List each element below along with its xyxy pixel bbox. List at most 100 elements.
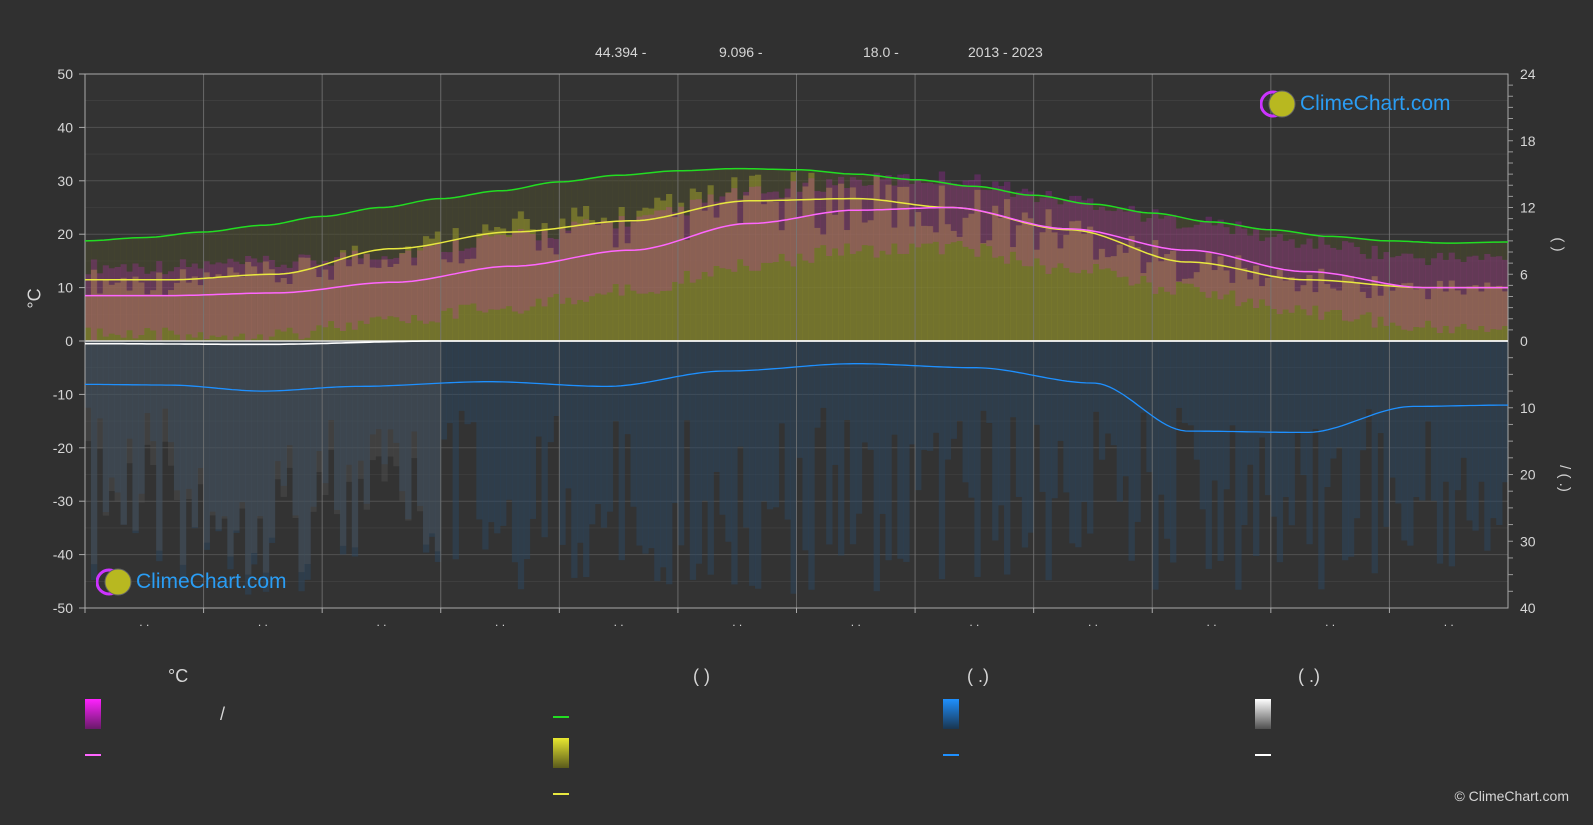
temperature-range-bar [677, 206, 685, 284]
temperature-range-bar [280, 264, 287, 332]
right-tick-label-precip: 20 [1520, 467, 1536, 483]
temperature-range-bar [138, 266, 145, 336]
precipitation-bar [221, 341, 228, 517]
snow-bar [156, 341, 163, 551]
precipitation-bar [1424, 341, 1432, 422]
temperature-range-bar [1330, 247, 1337, 311]
sunshine-bar [932, 232, 940, 341]
precipitation-bar [849, 341, 857, 545]
brand-logo-top[interactable]: ClimeChart.com [1259, 87, 1451, 121]
temperature-range-bar [1175, 228, 1183, 282]
temperature-range-bar [861, 185, 869, 246]
temperature-range-bar [1033, 202, 1040, 259]
sunshine-bar [1181, 278, 1189, 341]
precipitation-bar [126, 341, 133, 439]
sunshine-bar [262, 261, 270, 341]
temperature-range-bar [440, 251, 448, 311]
snow-bar [215, 341, 222, 530]
temperature-range-bar [1247, 235, 1254, 299]
snow-bar [251, 341, 258, 554]
temperature-range-bar [405, 250, 412, 324]
precipitation-bar [713, 341, 720, 472]
temperature-range-bar [251, 258, 258, 339]
precipitation-bar [600, 341, 608, 528]
precipitation-bar [559, 341, 566, 545]
temperature-range-bar [1205, 216, 1212, 298]
temperature-range-bar [286, 267, 293, 328]
sunshine-bar [90, 269, 98, 341]
sunshine-bar [1223, 270, 1230, 341]
sunshine-bar [838, 183, 845, 341]
temperature-range-bar [921, 183, 928, 244]
temperature-range-bar [304, 254, 311, 338]
sunshine-bar [399, 252, 406, 341]
sunshine-bar [1199, 263, 1207, 341]
legend-precip-line [943, 754, 959, 756]
precipitation-bar [1401, 341, 1408, 541]
sunshine-bar [660, 200, 667, 341]
sunshine-bar [778, 230, 786, 341]
temperature-range-bar [962, 180, 969, 247]
month-tick-label: . . [732, 615, 742, 629]
temperature-range-bar [1312, 248, 1319, 306]
sunshine-bar [1294, 291, 1301, 341]
precipitation-bar [411, 341, 418, 432]
precipitation-bar [1021, 341, 1029, 548]
temperature-range-bar [1146, 218, 1153, 283]
sunshine-bar [1377, 295, 1384, 341]
temperature-range-bar [1264, 237, 1272, 306]
sunshine-bar [855, 197, 863, 341]
temperature-range-bar [968, 180, 975, 249]
temperature-range-bar [268, 259, 276, 337]
temperature-range-bar [1057, 204, 1064, 264]
precipitation-bar [683, 341, 691, 421]
precipitation-bar [547, 341, 554, 443]
precipitation-bar [428, 341, 436, 537]
temperature-range-bar [1128, 205, 1135, 286]
precipitation-bar [434, 341, 442, 562]
right-tick-label-hours: 0 [1520, 333, 1528, 349]
month-tick-label: . . [614, 615, 624, 629]
precipitation-bar [523, 341, 531, 560]
sunshine-bar [1448, 280, 1456, 341]
precipitation-bar [1276, 341, 1284, 563]
precipitation-bar [251, 341, 258, 565]
temperature-range-bar [559, 226, 566, 304]
temperature-range-bar [1442, 259, 1450, 326]
snow-bar [185, 341, 193, 500]
precipitation-bar [1454, 341, 1461, 491]
temperature-range-bar [1401, 253, 1408, 330]
sunshine-bar [114, 282, 121, 341]
snow-bar [316, 341, 323, 473]
precipitation-bar [1300, 341, 1307, 476]
sunshine-bar [428, 238, 436, 341]
temperature-range-bar [535, 240, 542, 299]
temperature-range-bar [754, 186, 762, 271]
precipitation-bar [814, 341, 821, 428]
precipitation-bar [1413, 341, 1420, 498]
precipitation-bar [399, 341, 406, 492]
sunshine-bar [832, 214, 839, 341]
sunshine-bar [790, 172, 797, 341]
brand-logo-bottom[interactable]: ClimeChart.com [95, 565, 287, 599]
sunshine-bar [891, 227, 898, 341]
temperature-range-bar [547, 237, 554, 298]
snow-bar [233, 341, 240, 531]
precipitation-bar [648, 341, 655, 549]
temperature-range-bar [298, 254, 305, 340]
precipitation-bar [156, 341, 163, 562]
sunshine-bar [440, 259, 448, 341]
sunshine-bar [203, 272, 210, 341]
temperature-range-bar [1288, 239, 1295, 313]
snow-bar [108, 341, 116, 492]
sunshine-bar [754, 174, 762, 341]
precipitation-bar [1170, 341, 1177, 563]
precipitation-bar [962, 341, 969, 483]
precipitation-bar [553, 341, 560, 417]
temperature-range-bar [1170, 214, 1177, 295]
precipitation-bar [292, 341, 299, 516]
precipitation-bar [363, 341, 370, 504]
precipitation-bar [262, 341, 270, 592]
sunshine-bar [671, 217, 679, 341]
precipitation-bar [1306, 341, 1313, 545]
